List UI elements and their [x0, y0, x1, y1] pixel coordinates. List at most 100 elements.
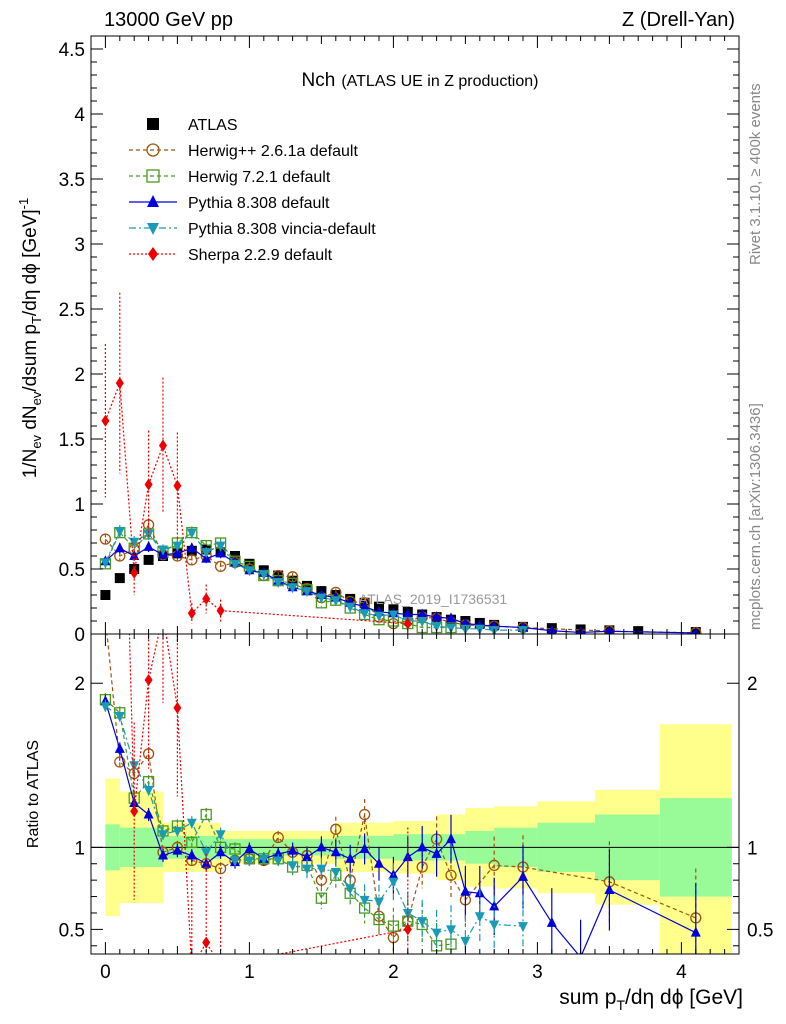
x-axis-label: sum pT/dη dϕ [GeV] [559, 986, 743, 1013]
data-point [417, 617, 428, 627]
main-plot-area [99, 292, 702, 634]
tick-label: 1 [244, 962, 255, 983]
tick-label: 2 [74, 365, 85, 386]
ratio-point [330, 823, 342, 835]
ratio-point [129, 761, 140, 772]
ratio-point [273, 856, 284, 867]
ratio-point [374, 857, 384, 868]
series-line [104, 382, 408, 625]
ratio-point [431, 928, 442, 939]
ratio-frame [90, 633, 740, 955]
ratio-point [158, 830, 168, 841]
data-point [273, 578, 284, 588]
ratio-point [101, 185, 109, 197]
ratio-plot-area [91, 185, 739, 954]
ratio-point [417, 917, 428, 928]
data-point [172, 541, 183, 552]
ratio-y-axis-label: Ratio to ATLAS [25, 740, 42, 848]
ratio-point [143, 785, 154, 796]
legend-label: Sherpa 2.2.9 default [188, 247, 333, 264]
ratio-point [287, 861, 298, 872]
legend-label: ATLAS [188, 117, 238, 134]
ratio-point [359, 895, 370, 906]
ratio-point [201, 848, 212, 859]
ratio-point [200, 808, 212, 821]
data-point [287, 583, 298, 594]
ratio-point [144, 673, 153, 686]
ratio-point [546, 916, 557, 927]
ratio-point [358, 808, 371, 821]
ratio-point [302, 851, 312, 862]
ratio-point [172, 844, 183, 855]
data-point [359, 609, 370, 620]
ratio-point [431, 847, 442, 858]
data-point [215, 547, 226, 558]
legend-entry: Herwig 7.2.1 default [129, 169, 331, 186]
ratio-point [446, 833, 456, 844]
ratio-point [489, 920, 500, 931]
legend-entry: Sherpa 2.2.9 default [129, 247, 333, 264]
tick-label: 0 [100, 962, 111, 983]
ratio-point [373, 913, 385, 926]
ratio-point [330, 867, 341, 878]
ratio-point [114, 742, 125, 753]
series-herwig-2-6-1a-default [99, 518, 702, 634]
legend-marker [147, 223, 159, 235]
ratio-point [172, 826, 183, 837]
data-point [172, 547, 183, 558]
tick-label: 0.5 [59, 560, 85, 581]
ratio-point [460, 936, 471, 947]
tick-label: 1 [74, 495, 85, 516]
data-point [114, 542, 125, 553]
ratio-point [130, 805, 139, 818]
plot-title: Nch (ATLAS UE in Z production) [302, 70, 539, 91]
ratio-point [460, 885, 471, 896]
ratio-point [215, 830, 226, 841]
ratio-point [186, 818, 197, 829]
legend-label: Pythia 8.308 vincia-default [188, 221, 376, 238]
ratio-point [402, 908, 413, 919]
data-point [143, 554, 154, 565]
legend-marker [146, 143, 160, 157]
ratio-point [186, 849, 197, 860]
legend-entry: Pythia 8.308 default [129, 195, 330, 212]
ratio-point [302, 864, 312, 875]
ratio-point [159, 608, 167, 620]
ratio-point [186, 836, 198, 849]
data-point [130, 566, 139, 579]
tick-label: 4.5 [59, 40, 85, 61]
header-right: Z (Drell-Yan) [622, 9, 735, 31]
ratio-point [330, 846, 341, 857]
tick-label: 3.5 [59, 170, 85, 191]
ratio-point [518, 870, 528, 881]
legend-marker [147, 118, 159, 130]
ratio-point [374, 897, 384, 908]
ratio-point [100, 702, 111, 713]
series-line [104, 546, 696, 634]
data-point [302, 587, 312, 598]
ratio-point [173, 701, 182, 714]
ratio-series-sherpa-2-2-9-default [101, 185, 412, 954]
ratio-point [388, 877, 399, 888]
ratio-point [489, 900, 500, 911]
data-point [330, 596, 341, 607]
ratio-point [114, 756, 126, 768]
data-point [186, 554, 198, 566]
legend-entry: Herwig++ 2.6.1a default [129, 143, 358, 160]
rivet-label: Rivet 3.1.10, ≥ 400k events [747, 83, 764, 265]
tick-label: 1.5 [59, 430, 85, 451]
ratio-series-herwig-2-6-1a-default [106, 634, 702, 954]
data-point [201, 548, 212, 559]
ratio-point [403, 923, 412, 936]
data-point [316, 593, 327, 604]
ratio-point [315, 892, 328, 904]
ratio-point [258, 854, 269, 865]
tick-label: 2 [388, 962, 399, 983]
tick-label: 1 [747, 838, 758, 859]
tick-label: 4 [676, 962, 687, 983]
data-point [215, 541, 226, 552]
ratio-point [202, 936, 211, 949]
data-point [114, 527, 125, 538]
series-line [104, 523, 696, 634]
legend: ATLAS Herwig++ 2.6.1a default Herwig 7.2.1… [129, 117, 376, 264]
